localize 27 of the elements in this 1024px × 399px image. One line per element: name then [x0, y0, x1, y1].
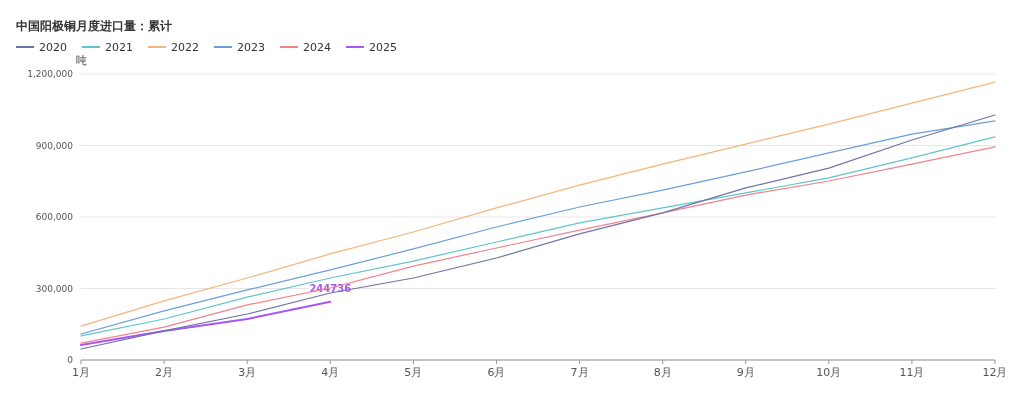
y-tick-label: 600,000	[35, 212, 74, 222]
legend-label: 2025	[369, 41, 397, 54]
y-tick-label: 1,200,000	[27, 69, 74, 79]
x-tick-label: 11月	[899, 366, 925, 379]
legend-label: 2020	[39, 41, 67, 54]
y-tick-label: 900,000	[35, 140, 74, 151]
x-tick-label: 8月	[653, 366, 672, 379]
x-tick-label: 7月	[570, 366, 589, 379]
y-axis-title: 吨	[75, 54, 87, 67]
x-tick-label: 3月	[238, 366, 257, 379]
y-tick-label: 300,000	[35, 283, 74, 294]
x-tick-label: 10月	[816, 366, 842, 379]
line-series	[80, 81, 996, 327]
legend-label: 2022	[171, 41, 199, 54]
x-tick-label: 6月	[487, 366, 506, 379]
x-tick-label: 5月	[404, 366, 423, 379]
x-tick-label: 9月	[736, 366, 755, 379]
x-tick-label: 4月	[321, 366, 340, 379]
legend-label: 2023	[237, 41, 265, 54]
x-tick-label: 1月	[72, 366, 90, 379]
line-series	[80, 300, 332, 346]
y-tick-label: 0	[67, 355, 74, 365]
x-tick-label: 12月	[982, 366, 1008, 379]
legend-label: 2021	[105, 41, 133, 54]
legend-label: 2024	[303, 41, 331, 54]
chart-title: 中国阳极铜月度进口量：累计	[16, 19, 172, 33]
x-tick-label: 2月	[155, 366, 174, 379]
